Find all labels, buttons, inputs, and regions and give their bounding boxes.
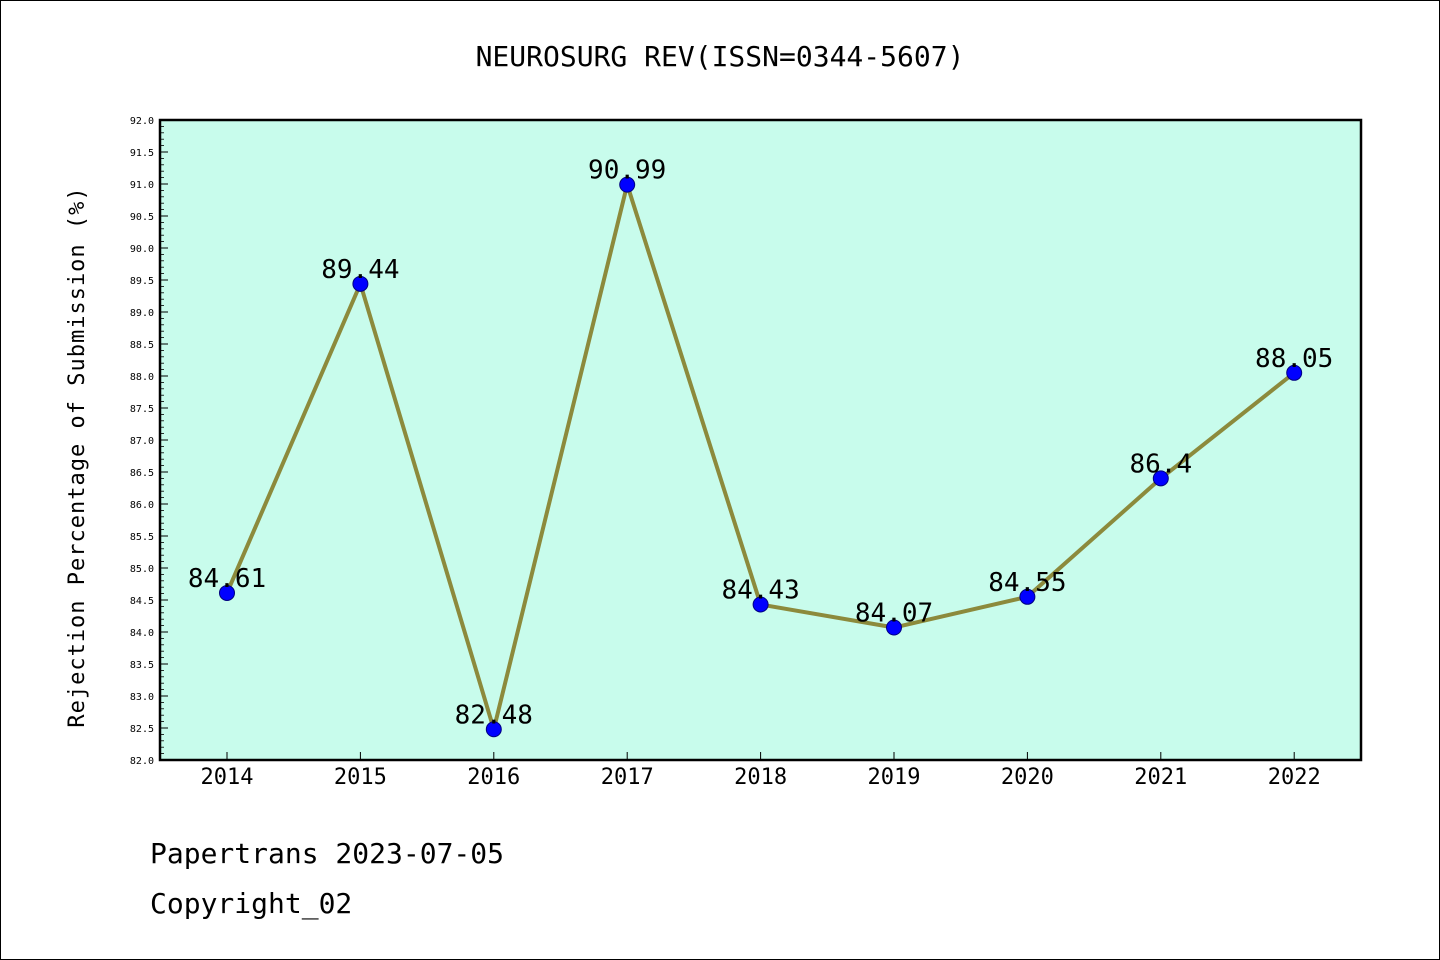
y-tick-label: 86.0	[130, 500, 154, 511]
y-tick-label: 85.0	[130, 564, 154, 575]
x-tick-label: 2017	[601, 765, 654, 790]
data-point	[1152, 470, 1169, 487]
y-tick-label: 85.5	[130, 532, 154, 543]
y-tick-label: 87.0	[130, 436, 154, 447]
y-tick-label: 90.0	[130, 244, 154, 255]
data-label: 88.05	[1255, 344, 1333, 374]
y-tick-label: 88.0	[130, 372, 154, 383]
data-point	[219, 584, 235, 601]
footer-date: Papertrans 2023-07-05	[150, 837, 504, 870]
x-tick-label: 2022	[1268, 765, 1321, 790]
x-tick-label: 2016	[467, 765, 520, 790]
data-label: 89.44	[321, 255, 399, 285]
data-point	[1286, 364, 1303, 381]
y-tick-label: 82.0	[130, 756, 154, 767]
y-axis: 82.0 82.5 83.0 83.5 84.0 84.5 85.0 85.5 86.0 86.5…	[130, 116, 168, 767]
data-point	[752, 596, 769, 613]
x-tick-label: 2014	[201, 765, 254, 790]
data-label: 90.99	[588, 156, 666, 186]
data-point	[886, 619, 902, 636]
y-tick-label: 89.5	[130, 276, 154, 287]
y-tick-label: 83.0	[130, 692, 154, 703]
data-point	[352, 275, 369, 292]
y-tick-label: 84.0	[130, 628, 154, 639]
data-label: 84.07	[855, 599, 933, 629]
data-label: 82.48	[455, 700, 533, 730]
series: 84.61 89.44 82.48 90.99 84.43 84.07 84.55 86.4 8…	[188, 156, 1333, 738]
x-tick-label: 2021	[1134, 765, 1187, 790]
x-axis: 2014 2015 2016 2017 2018 2019 2020 2021 2022	[201, 752, 1321, 790]
data-label: 84.43	[721, 575, 799, 605]
y-tick-label: 82.5	[130, 724, 154, 735]
footer-copyright: Copyright_02	[150, 887, 352, 921]
chart-title: NEUROSURG REV(ISSN=0344-5607)	[476, 40, 965, 73]
y-tick-label: 90.5	[130, 212, 154, 223]
x-tick-label: 2020	[1001, 765, 1054, 790]
y-tick-label: 91.5	[130, 148, 154, 159]
data-label: 86.4	[1129, 449, 1192, 479]
plot-border	[158, 118, 1363, 762]
y-tick-label: 88.5	[130, 340, 154, 351]
x-tick-label: 2019	[868, 765, 921, 790]
y-tick-label: 92.0	[130, 116, 154, 127]
x-tick-label: 2015	[334, 765, 387, 790]
data-label: 84.55	[988, 568, 1066, 598]
data-point	[1019, 588, 1036, 605]
y-axis-label: Rejection Percentage of Submission (%)	[65, 186, 90, 727]
x-tick-label: 2018	[734, 765, 787, 790]
y-tick-label: 86.5	[130, 468, 154, 479]
y-tick-label: 83.5	[130, 660, 154, 671]
data-point	[619, 176, 636, 193]
data-point	[485, 721, 502, 738]
y-tick-label: 84.5	[130, 596, 154, 607]
y-tick-label: 89.0	[130, 308, 154, 319]
y-tick-label: 91.0	[130, 180, 154, 191]
y-tick-label: 87.5	[130, 404, 154, 415]
data-label: 84.61	[188, 564, 266, 594]
plot-area	[160, 120, 1361, 760]
